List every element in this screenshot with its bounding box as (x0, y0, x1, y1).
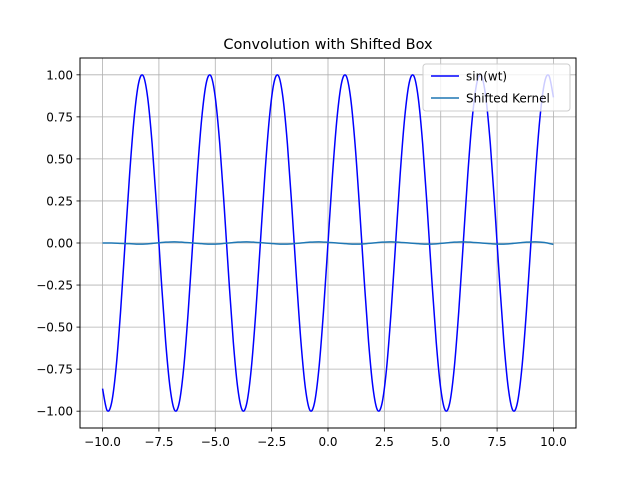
y-axis: −1.00 −0.75 −0.50 −0.25 0.00 0.25 0.50 0.75 1.00 (36, 68, 80, 419)
x-tick-label: −10.0 (84, 435, 121, 449)
y-tick-label: 0.50 (46, 152, 73, 166)
x-tick-label: −2.5 (257, 435, 286, 449)
x-tick-label: −7.5 (144, 435, 173, 449)
x-tick-label: 10.0 (540, 435, 567, 449)
x-axis: −10.0 −7.5 −5.0 −2.5 0.0 2.5 5.0 7.5 10.0 (84, 428, 567, 449)
legend-box (422, 63, 571, 112)
series-line-shifted-kernel (102, 241, 554, 246)
x-tick-label: 5.0 (431, 435, 450, 449)
x-tick-label: −5.0 (201, 435, 230, 449)
y-tick-label: 1.00 (46, 68, 73, 82)
y-tick-label: −0.50 (36, 321, 73, 335)
y-tick-label: −0.25 (36, 279, 73, 293)
chart-title: Convolution with Shifted Box (223, 37, 433, 53)
legend-label-sin: sin(wt) (466, 70, 507, 84)
x-tick-label: 7.5 (488, 435, 507, 449)
legend: sin(wt) Shifted Kernel (422, 63, 571, 112)
y-tick-label: −0.75 (36, 363, 73, 377)
legend-label-kernel: Shifted Kernel (466, 92, 550, 106)
y-tick-label: −1.00 (36, 405, 73, 419)
y-tick-label: 0.75 (46, 110, 73, 124)
x-tick-label: 2.5 (375, 435, 394, 449)
y-tick-label: 0.00 (46, 237, 73, 251)
y-tick-label: 0.25 (46, 194, 73, 208)
x-tick-label: 0.0 (318, 435, 337, 449)
